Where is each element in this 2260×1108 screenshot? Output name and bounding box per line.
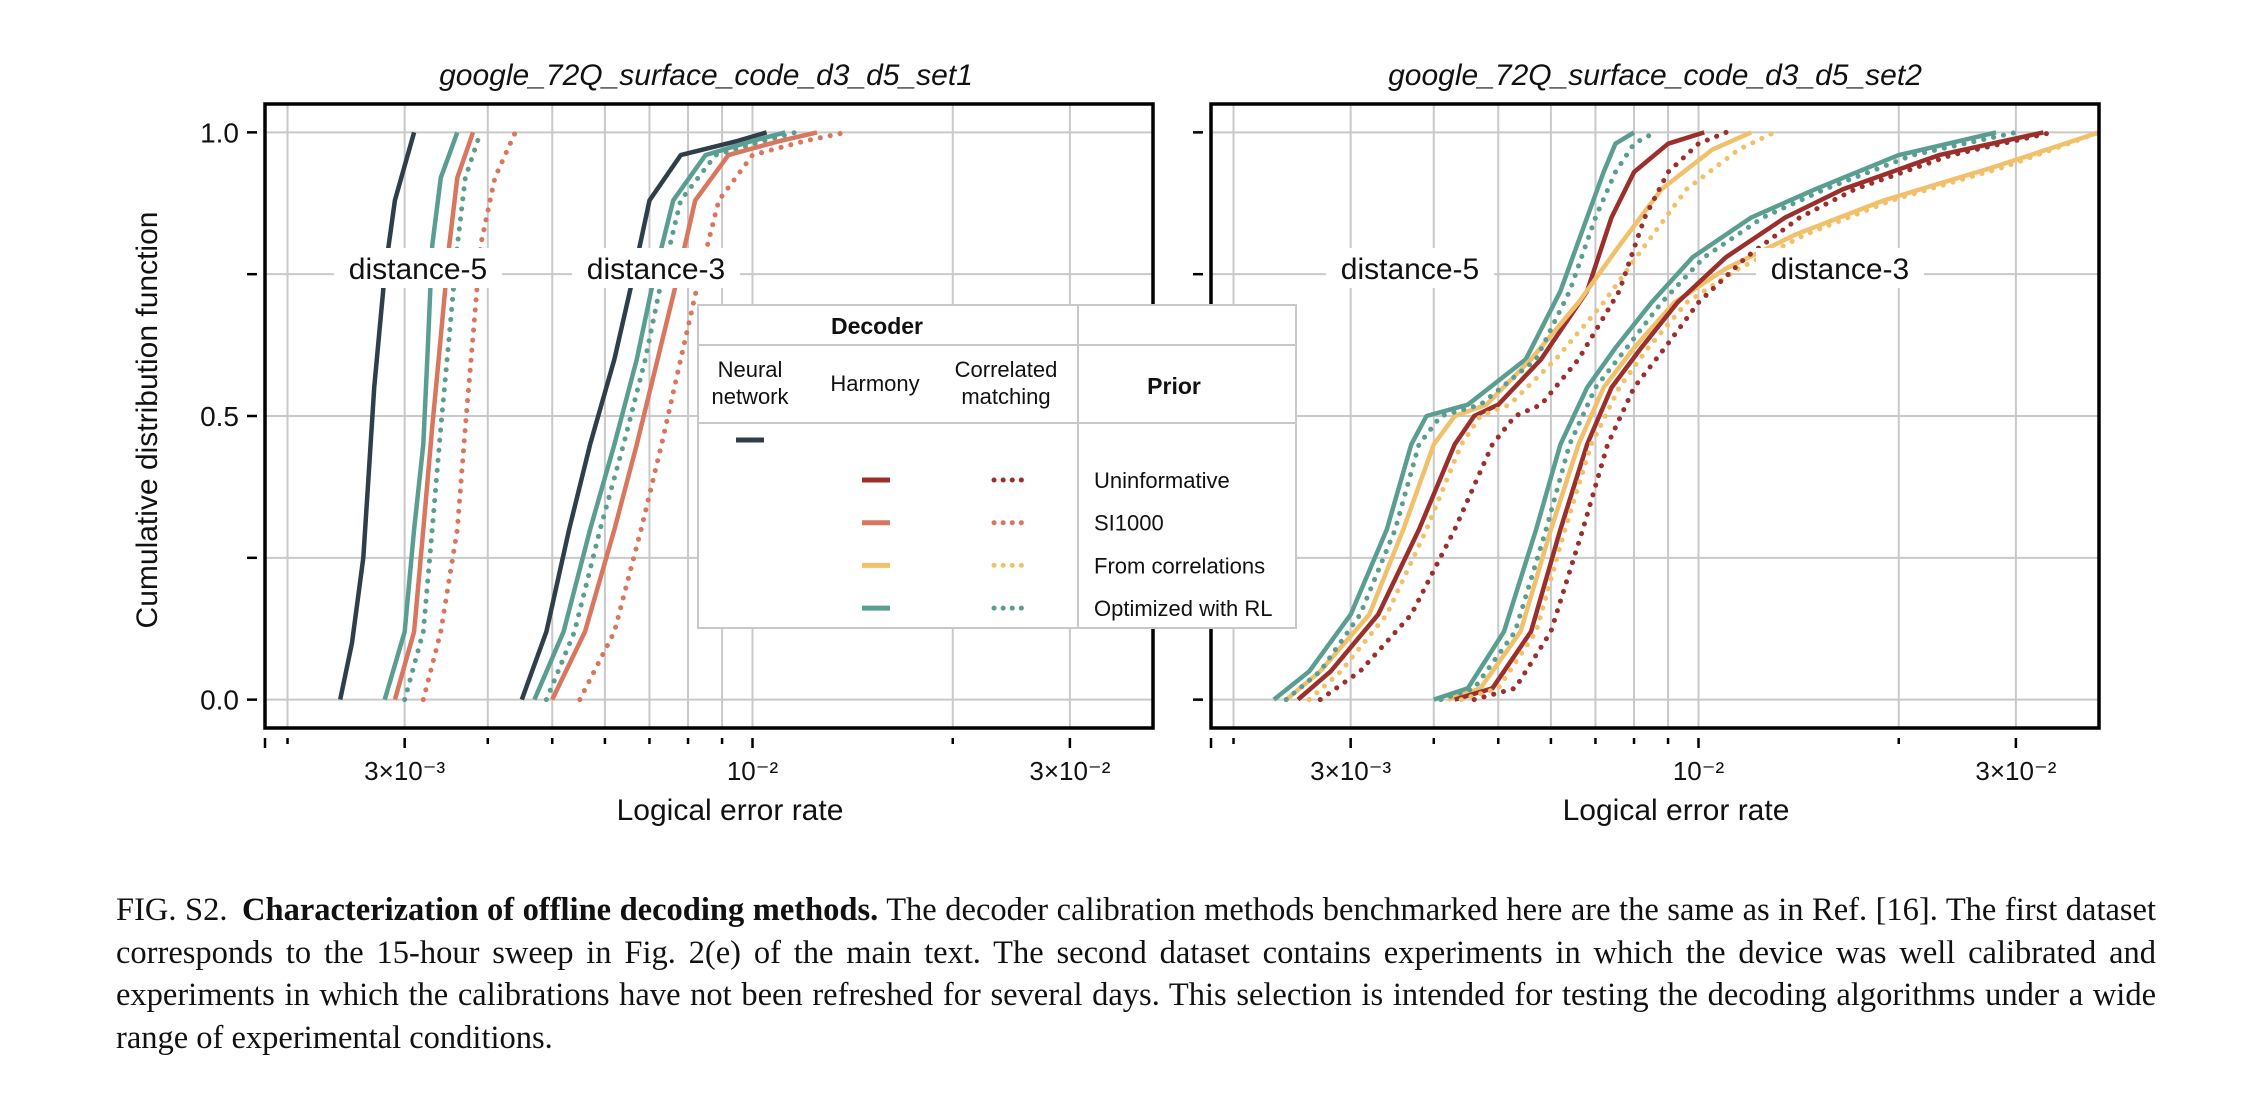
legend-rows: Uninformative SI1000 From correlations Opti…	[862, 468, 1273, 621]
legend-header-decoder: Decoder	[831, 313, 923, 339]
legend-header-prior: Prior	[1147, 373, 1201, 399]
x-tick-label: 10⁻²	[727, 756, 779, 786]
series-line	[519, 130, 768, 701]
legend-prior-label: SI1000	[1094, 511, 1164, 536]
caption-label: FIG. S2.	[116, 892, 228, 928]
x-axis-label-set2: Logical error rate	[1563, 794, 1790, 827]
series-line	[1454, 130, 2044, 702]
annotation-distance-5-set2: distance-5	[1341, 253, 1479, 286]
series-line	[532, 130, 786, 701]
annotation-distance-3-set1: distance-3	[587, 253, 725, 286]
chart-title-set1: google_72Q_surface_code_d3_d5_set1	[439, 59, 973, 92]
series-line	[550, 130, 818, 701]
x-tick-label: 3×10⁻³	[364, 756, 445, 786]
annotation-bg-d5-set1	[334, 248, 502, 288]
series-line	[577, 129, 848, 703]
series-line	[543, 129, 798, 703]
series-line	[1447, 130, 2100, 702]
legend-prior-label: From correlations	[1094, 553, 1265, 578]
series-line	[402, 129, 483, 703]
y-tick-label: 0.5	[200, 401, 239, 432]
series-line	[1317, 129, 1729, 703]
legend: Decoder Neural network Harmony Correlate…	[697, 304, 1297, 629]
series-line	[1433, 130, 1997, 702]
y-tick-label: 0.0	[200, 685, 239, 716]
ticks-set2: 3×10⁻³ 10⁻² 3×10⁻²	[1193, 131, 2057, 786]
figure: 3×10⁻³ 10⁻² 3×10⁻² 0.0 0.5 1.0 google_72Q_sur…	[131, 59, 2102, 827]
x-axis-label-set1: Logical error rate	[617, 794, 844, 827]
series-line	[1283, 129, 1658, 703]
x-tick-label: 3×10⁻²	[1975, 756, 2056, 786]
x-tick-label: 10⁻²	[1673, 756, 1725, 786]
series-line	[1296, 130, 1705, 702]
y-axis-label: Cumulative distribution function	[131, 212, 164, 629]
caption-text: The decoder calibration methods benchmar…	[116, 892, 2157, 1056]
ticks-set1: 3×10⁻³ 10⁻² 3×10⁻² 0.0 0.5 1.0	[200, 117, 1111, 786]
y-tick-label: 1.0	[200, 117, 239, 148]
series-line	[1306, 129, 1777, 703]
series-line	[420, 129, 518, 703]
series-set1	[337, 129, 848, 703]
chart-title-set2: google_72Q_surface_code_d3_d5_set2	[1388, 59, 1922, 92]
annotation-bg-d3-set2	[1756, 248, 1924, 288]
series-line	[1438, 129, 2019, 703]
legend-col-neural-line2: network	[711, 384, 789, 409]
panel-set2: 3×10⁻³ 10⁻² 3×10⁻² google_72Q_surface_code…	[1193, 59, 2102, 827]
series-line	[382, 131, 460, 701]
figure-caption: FIG. S2. Characterization of offline dec…	[116, 889, 2156, 1059]
series-line	[392, 131, 476, 701]
caption-title: Characterization of offline decoding met…	[242, 892, 879, 928]
legend-col-harmony: Harmony	[830, 371, 919, 396]
legend-col-neural-line1: Neural	[718, 357, 783, 382]
legend-prior-label: Optimized with RL	[1094, 596, 1273, 621]
annotation-distance-3-set2: distance-3	[1771, 253, 1909, 286]
series-line	[1272, 130, 1636, 702]
annotation-distance-5-set1: distance-5	[349, 253, 487, 286]
legend-prior-label: Uninformative	[1094, 468, 1230, 493]
legend-col-correlated-line1: Correlated	[955, 357, 1058, 382]
series-line	[1471, 129, 2055, 703]
series-line	[337, 131, 417, 701]
series-line	[1458, 129, 2102, 703]
annotation-bg-d5-set2	[1326, 248, 1494, 288]
x-tick-label: 3×10⁻²	[1029, 756, 1110, 786]
legend-box	[697, 304, 1297, 629]
series-set2	[1272, 129, 2102, 703]
annotation-bg-d3-set1	[572, 248, 740, 288]
legend-col-correlated-line2: matching	[961, 384, 1050, 409]
x-tick-label: 3×10⁻³	[1310, 756, 1391, 786]
